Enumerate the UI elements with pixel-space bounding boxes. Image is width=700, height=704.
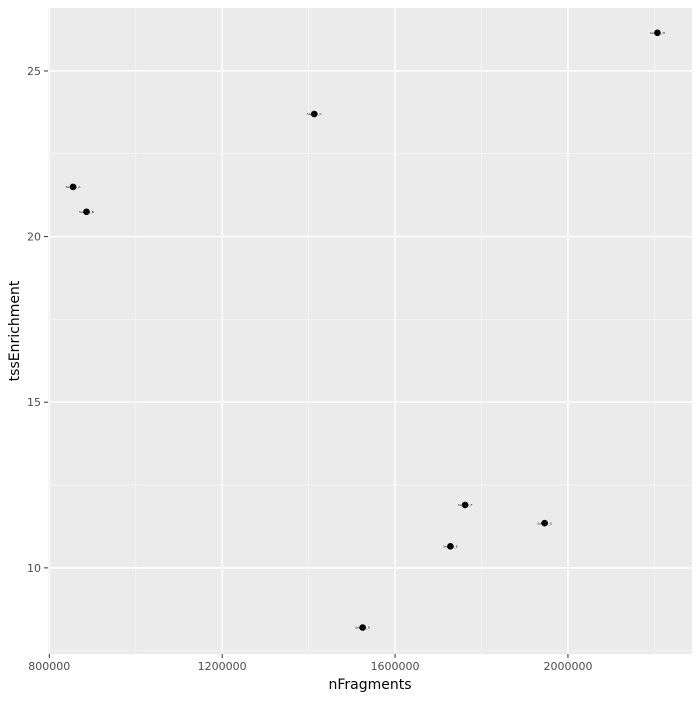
x-tick-label: 2000000: [543, 660, 592, 673]
data-point: [654, 29, 661, 37]
y-tick-label: 20: [27, 231, 41, 244]
y-tick-label: 25: [27, 65, 41, 78]
major-gridlines: [48, 8, 692, 654]
data-point: [310, 110, 318, 118]
x-tick-label: 1600000: [371, 660, 420, 673]
minor-gridlines: [48, 8, 692, 654]
y-tick-label: 15: [27, 396, 41, 409]
point-labels: Sample_A Sample_B Sample_C Sample_D Sample_E…: [66, 31, 665, 630]
point-label: Sample_D: [355, 626, 371, 630]
data-point: [541, 519, 548, 527]
data-point: [447, 543, 454, 550]
plot-panel: [48, 8, 692, 654]
x-tick-label: 1200000: [198, 660, 247, 673]
y-tick-label: 10: [27, 562, 41, 575]
point-label: Sample_C: [307, 112, 322, 116]
x-axis-ticks: 800000 1200000 1600000 2000000: [28, 654, 592, 673]
y-axis-ticks: 10 15 20 25: [27, 65, 48, 575]
data-point: [69, 183, 77, 191]
point-label: Sample_A: [66, 185, 82, 189]
x-tick-label: 800000: [28, 660, 70, 673]
point-label: Sample_B: [79, 210, 94, 214]
point-label: Sample_F: [458, 503, 473, 507]
data-point: [83, 208, 90, 216]
y-axis-title: tssEnrichment: [7, 280, 23, 381]
data-points: [69, 29, 661, 631]
point-label: Sample_E: [443, 545, 458, 549]
point-label: Sample_G: [537, 521, 553, 525]
data-point: [359, 624, 366, 631]
x-axis-title: nFragments: [328, 677, 411, 693]
data-point: [461, 501, 469, 509]
point-label: Sample_H: [650, 31, 665, 35]
